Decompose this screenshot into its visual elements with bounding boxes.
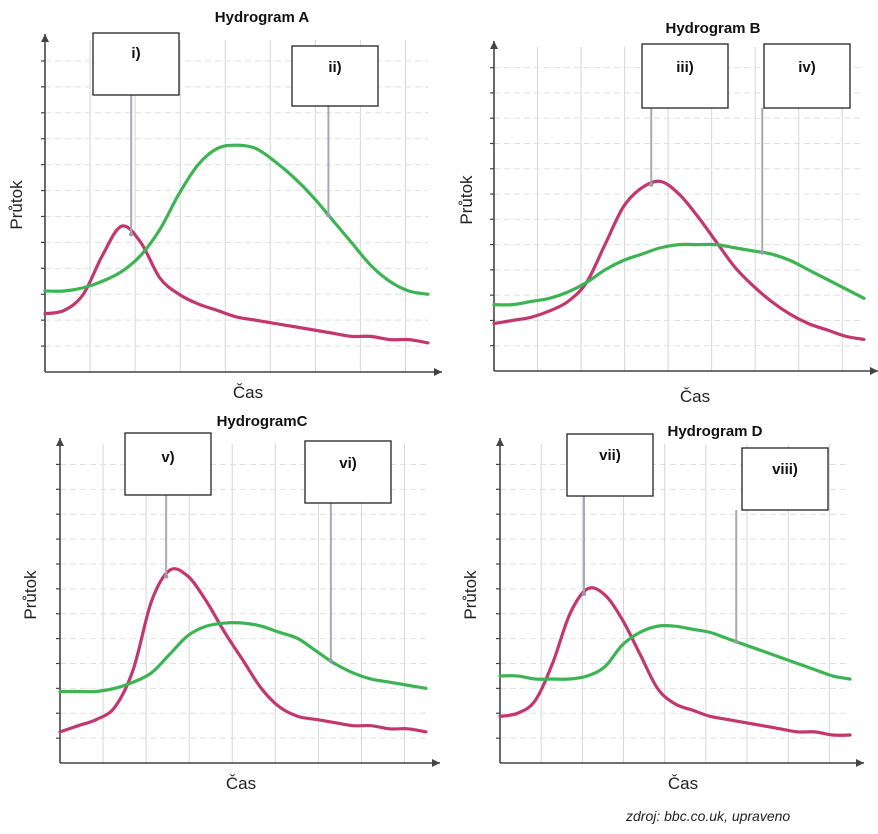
chart-title: Hydrogram A [215, 9, 310, 26]
annotation-box [124, 432, 212, 496]
y-axis-arrow [41, 34, 49, 42]
chart-title: Hydrogram B [665, 20, 760, 37]
hydrograph-panel: vii) viii) Hydrogram D Čas Průtok [461, 423, 864, 793]
x-axis-arrow [432, 759, 440, 767]
source-note: zdroj: bbc.co.uk, upraveno [626, 808, 791, 824]
annotation-box [291, 45, 379, 107]
y-axis-arrow [490, 41, 498, 49]
x-axis-arrow [434, 368, 442, 376]
annotation-box [304, 440, 392, 504]
x-axis-label: Čas [226, 774, 256, 793]
annotation-box [641, 43, 729, 109]
annotation-label: iv) [798, 59, 816, 76]
annotation-label: i) [131, 45, 140, 62]
annotation-label: iii) [676, 59, 694, 76]
y-axis-label: Průtok [461, 570, 480, 620]
annotation-marker [163, 574, 169, 579]
annotation-marker [581, 591, 587, 597]
hydrograph-series-line [43, 224, 430, 345]
chart-title: HydrogramC [217, 413, 308, 430]
annotation-label: vii) [599, 447, 621, 464]
annotation-box [92, 32, 180, 96]
y-axis-label: Průtok [457, 175, 476, 225]
annotation-marker [734, 639, 739, 644]
y-axis-arrow [56, 438, 64, 446]
annotation-box [741, 447, 829, 511]
annotation-label: ii) [328, 59, 341, 76]
hydrograph-panel: i) ii) Hydrogram A Čas Průtok [7, 9, 442, 402]
y-axis-label: Průtok [7, 180, 26, 230]
hydrograph-series-line [498, 586, 852, 737]
hydrograph-series-line [58, 567, 428, 734]
x-axis-arrow [856, 759, 864, 767]
hydrograph-panel: iii) iv) Hydrogram B Čas Průtok [457, 20, 878, 406]
hydrograph-series-line [43, 143, 430, 296]
x-axis-label: Čas [680, 387, 710, 406]
hydrograph-series-line [498, 623, 852, 681]
annotation-marker [328, 658, 334, 664]
annotation-marker [760, 250, 765, 255]
chart-title: Hydrogram D [667, 423, 762, 440]
y-axis-label: Průtok [21, 570, 40, 620]
annotation-box [566, 433, 654, 497]
x-axis-label: Čas [233, 383, 263, 402]
x-axis-label: Čas [668, 774, 698, 793]
annotation-marker [128, 232, 134, 237]
annotation-label: viii) [772, 461, 798, 478]
hydrograph-series-line [58, 621, 428, 694]
x-axis-arrow [870, 367, 878, 375]
hydrograph-series-line [492, 179, 866, 341]
annotation-label: v) [161, 449, 174, 466]
annotation-label: vi) [339, 455, 357, 472]
hydrograph-series-line [492, 242, 866, 307]
annotation-marker [326, 212, 331, 218]
y-axis-arrow [496, 438, 504, 446]
annotation-box [763, 43, 851, 109]
annotation-marker [649, 182, 654, 187]
hydrograph-panel: v) vi) HydrogramC Čas Průtok [21, 413, 440, 793]
